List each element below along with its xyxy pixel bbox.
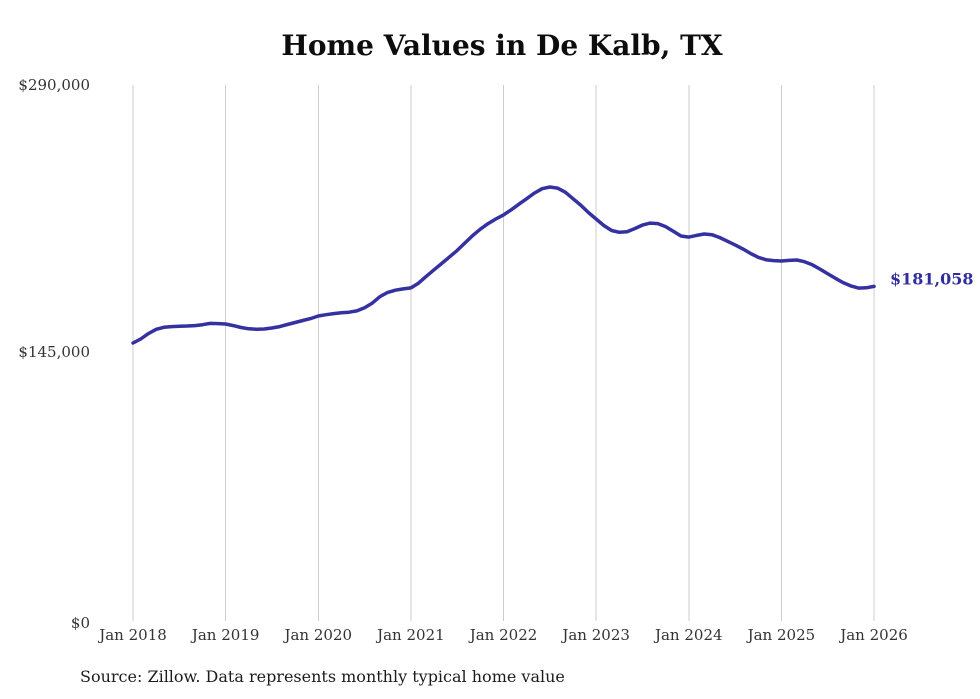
chart-title: Home Values in De Kalb, TX: [281, 29, 723, 62]
x-tick-label: Jan 2019: [190, 626, 260, 644]
x-tick-label: Jan 2020: [282, 626, 352, 644]
x-tick-label: Jan 2025: [746, 626, 816, 644]
x-tick-label: Jan 2026: [838, 626, 908, 644]
x-tick-label: Jan 2023: [560, 626, 630, 644]
final-value-label: $181,058: [890, 269, 974, 288]
x-tick-label: Jan 2024: [653, 626, 723, 644]
x-tick-label: Jan 2018: [97, 626, 167, 644]
x-tick-label: Jan 2021: [375, 626, 445, 644]
x-tick-label: Jan 2022: [468, 626, 538, 644]
y-tick-label: $0: [71, 614, 90, 632]
y-tick-label: $145,000: [18, 343, 90, 361]
source-note: Source: Zillow. Data represents monthly …: [80, 667, 565, 686]
home-value-line: [131, 185, 876, 345]
y-tick-label: $290,000: [18, 76, 90, 94]
